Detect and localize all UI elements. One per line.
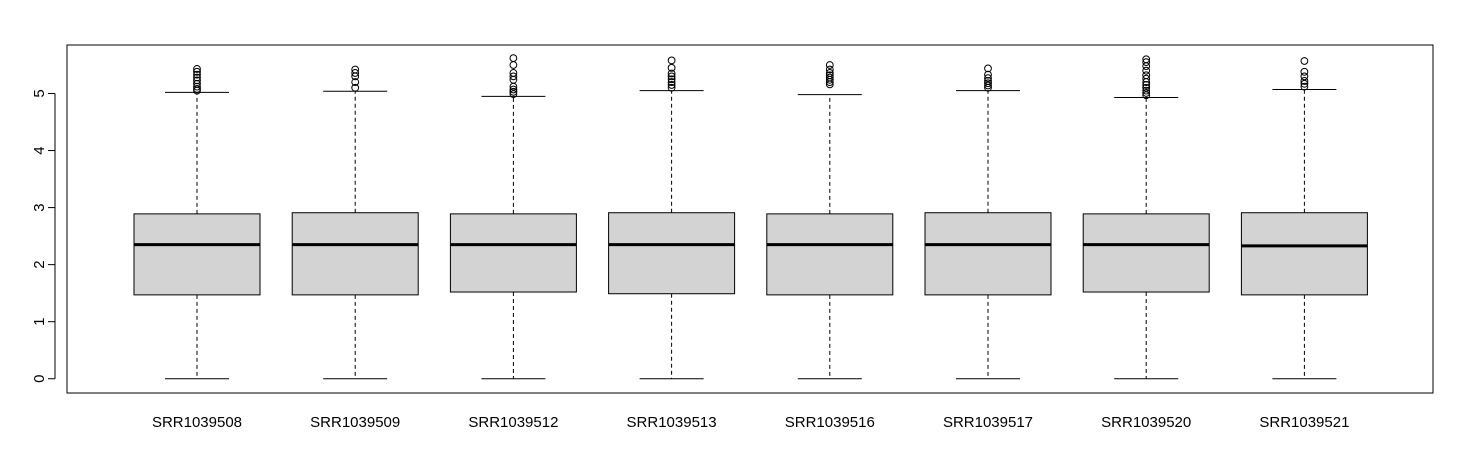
outlier-point [1300, 79, 1309, 88]
y-tick-label-3: 3 [31, 203, 48, 211]
outlier-point [825, 71, 834, 80]
outlier-point [1300, 72, 1309, 81]
outlier-point [1300, 82, 1309, 91]
outlier-point [351, 78, 360, 86]
outlier-point [1142, 62, 1151, 71]
box-SRR1039520 [1082, 55, 1210, 380]
outlier-point [1142, 83, 1151, 92]
outlier-point [984, 70, 992, 79]
x-tick-label-3: SRR1039513 [627, 414, 717, 431]
outlier-point [1142, 58, 1151, 67]
box-SRR1039508 [133, 65, 261, 380]
outlier-point [509, 72, 518, 81]
plot-frame [66, 44, 1434, 394]
outlier-point [509, 90, 518, 98]
outlier-point [1142, 91, 1151, 100]
outlier-point [667, 83, 676, 92]
outlier-point [193, 65, 201, 73]
outlier-point [667, 81, 676, 89]
outlier-point [193, 82, 201, 91]
outlier-point [825, 73, 834, 82]
outlier-point [1142, 71, 1151, 80]
outlier-point [351, 69, 360, 77]
y-tick-label-2: 2 [31, 260, 48, 268]
outlier-point [984, 81, 992, 90]
y-axis: 0 1 2 3 4 5 [31, 89, 56, 383]
outlier-point [667, 56, 676, 65]
outlier-point [1142, 81, 1151, 89]
outlier-point [825, 65, 834, 74]
y-tick-label-4: 4 [31, 146, 48, 154]
x-tick-label-0: SRR1039508 [152, 414, 242, 431]
outlier-point [1142, 66, 1151, 75]
outlier-point [193, 85, 201, 93]
outlier-point [193, 67, 201, 76]
y-tick-label-0: 0 [31, 375, 48, 383]
outlier-point [825, 69, 834, 77]
box-iqr [608, 212, 736, 295]
outlier-point [1300, 57, 1309, 65]
box-SRR1039509 [291, 65, 419, 380]
x-axis-labels: SRR1039508 SRR1039509 SRR1039512 SRR1039513… [152, 414, 1349, 431]
outlier-point [193, 79, 201, 88]
outlier-point [1300, 67, 1309, 76]
outlier-point [667, 78, 676, 86]
outlier-point [667, 75, 676, 84]
outlier-point [509, 54, 518, 63]
outlier-point [984, 79, 992, 88]
outlier-point [351, 65, 360, 74]
outlier-point [667, 63, 676, 72]
outlier-point [984, 74, 992, 82]
box-iqr [924, 212, 1052, 296]
box-SRR1039521 [1240, 57, 1368, 380]
outlier-point [984, 77, 992, 85]
outlier-point [509, 85, 518, 94]
box-iqr [133, 213, 261, 296]
outlier-point [984, 64, 992, 73]
outlier-point [667, 72, 676, 81]
box-SRR1039513 [608, 56, 736, 380]
outlier-point [1142, 89, 1151, 97]
outlier-point [1142, 55, 1151, 64]
outlier-point [1142, 74, 1151, 83]
x-tick-label-5: SRR1039517 [943, 414, 1033, 431]
outlier-point [351, 83, 360, 92]
box-iqr [1240, 212, 1368, 296]
outlier-point [509, 87, 518, 96]
box-SRR1039516 [766, 61, 894, 380]
outlier-point [509, 61, 518, 69]
boxes-layer [133, 54, 1368, 380]
box-SRR1039512 [449, 54, 577, 380]
box-iqr [291, 212, 419, 296]
outlier-point [193, 73, 201, 82]
outlier-point [667, 69, 676, 78]
outlier-point [825, 61, 834, 69]
outlier-point [1142, 86, 1151, 95]
outlier-point [193, 76, 201, 85]
box-iqr [449, 213, 577, 293]
x-tick-label-1: SRR1039509 [310, 414, 400, 431]
outlier-point [193, 70, 201, 79]
x-tick-label-4: SRR1039516 [785, 414, 875, 431]
box-SRR1039517 [924, 64, 1052, 380]
x-tick-label-6: SRR1039520 [1101, 414, 1191, 431]
y-tick-label-5: 5 [31, 89, 48, 97]
outlier-point [509, 69, 518, 77]
x-tick-label-7: SRR1039521 [1259, 414, 1349, 431]
y-tick-label-1: 1 [31, 318, 48, 326]
box-iqr [1082, 213, 1210, 293]
box-iqr [766, 213, 894, 296]
outlier-point [1300, 77, 1309, 85]
x-tick-label-2: SRR1039512 [468, 414, 558, 431]
